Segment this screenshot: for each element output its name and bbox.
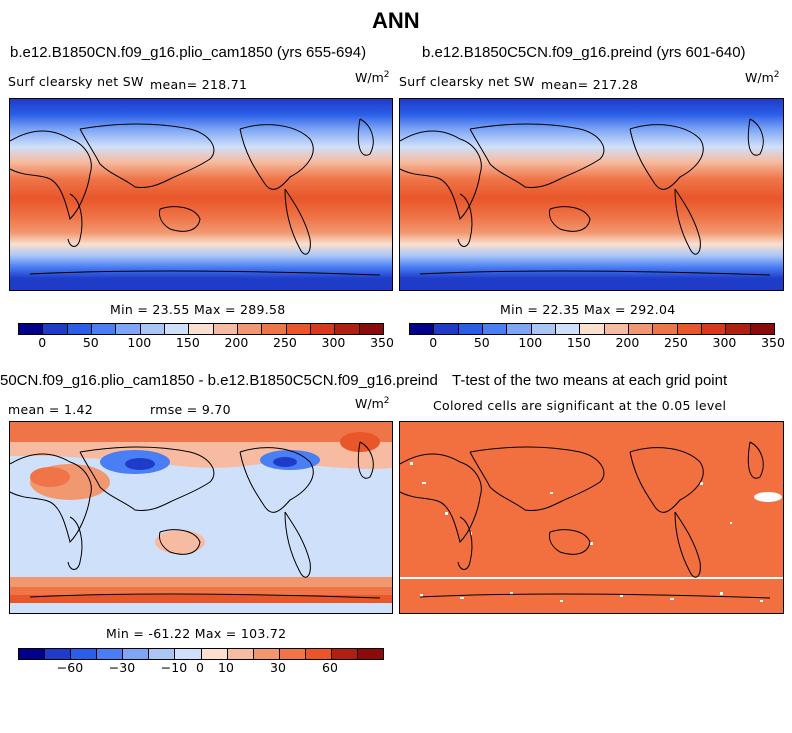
- colorbar-swatch: [507, 324, 532, 334]
- colorbar-swatch: [701, 324, 727, 334]
- colorbar-tick-label: 60: [322, 660, 338, 675]
- colorbar-tick-label: 200: [615, 335, 640, 350]
- panel4-title: T-test of the two means at each grid poi…: [452, 372, 728, 389]
- colorbar-swatch: [253, 649, 280, 659]
- colorbar-swatch: [123, 649, 150, 659]
- colorbar-tick-label: 150: [175, 335, 200, 350]
- colorbar-swatch: [175, 649, 202, 659]
- colorbar-swatch: [43, 324, 68, 334]
- panel2-mean: mean= 217.28: [541, 77, 639, 92]
- colorbar-tick-label: 10: [218, 660, 234, 675]
- colorbar-swatch: [653, 324, 678, 334]
- panel1-variable: Surf clearsky net SW: [8, 74, 144, 89]
- colorbar-swatch: [458, 324, 483, 334]
- colorbar-swatch: [189, 324, 214, 334]
- colorbar-swatch: [201, 649, 228, 659]
- colorbar-swatch: [331, 649, 359, 659]
- coastline: [10, 441, 381, 599]
- colorbar-swatch: [305, 649, 332, 659]
- colorbar-swatch: [359, 324, 383, 334]
- colorbar-swatch: [628, 324, 654, 334]
- colorbar-tick-label: 50: [473, 335, 490, 350]
- colorbar-swatch: [555, 324, 581, 334]
- panel4-subtitle: Colored cells are significant at the 0.0…: [433, 398, 727, 413]
- panel1-units: W/m2: [355, 70, 390, 86]
- colorbar-tick-label: 350: [370, 335, 394, 350]
- colorbar-swatch: [140, 324, 165, 334]
- colorbar-swatch: [149, 649, 176, 659]
- colorbar-diff: [18, 648, 384, 660]
- colorbar-swatch: [434, 324, 459, 334]
- colorbar-swatch: [482, 324, 508, 334]
- colorbar-swatch: [310, 324, 336, 334]
- colorbar-tick-label: 0: [196, 660, 204, 675]
- colorbar-swatch: [677, 324, 702, 334]
- colorbar-tick-label: 0: [429, 335, 438, 350]
- panel3-units: W/m2: [355, 396, 390, 412]
- colorbar-swatch: [604, 324, 629, 334]
- colorbar-swatch: [45, 649, 72, 659]
- coastline: [400, 441, 771, 599]
- colorbar-swatch: [580, 324, 605, 334]
- colorbar-tick-label: 250: [272, 335, 297, 350]
- panel3-case-title: 50CN.f09_g16.plio_cam1850 - b.e12.B1850C…: [0, 372, 438, 389]
- colorbar-tick-label: 0: [38, 335, 47, 350]
- colorbar-swatch: [71, 649, 98, 659]
- colorbar-tick-label: 50: [82, 335, 99, 350]
- colorbar-swatch: [19, 324, 44, 334]
- panel1-mean: mean= 218.71: [150, 77, 248, 92]
- colorbar-tick-label: −10: [160, 660, 188, 675]
- difference-field: [10, 422, 392, 613]
- panel2-units: W/m2: [745, 70, 780, 86]
- panel3-rmse: rmse = 9.70: [150, 402, 231, 417]
- colorbar-swatch: [91, 324, 117, 334]
- panel2-variable: Surf clearsky net SW: [399, 74, 535, 89]
- colorbar-swatch: [335, 324, 360, 334]
- colorbar-tick-label: 200: [224, 335, 249, 350]
- panel1-map: [9, 98, 393, 291]
- insignificant-cells: [400, 462, 783, 602]
- panel3-mean: mean = 1.42: [8, 402, 94, 417]
- colorbar-tick-label: 350: [761, 335, 785, 350]
- coastline: [400, 118, 771, 276]
- colorbar-swatch: [67, 324, 92, 334]
- colorbar-swatch: [531, 324, 556, 334]
- colorbar-abs-right: [409, 323, 775, 335]
- colorbar-tick-label: 250: [663, 335, 688, 350]
- colorbar-tick-label: −60: [56, 660, 84, 675]
- colorbar-swatch: [116, 324, 141, 334]
- colorbar-swatch: [726, 324, 751, 334]
- colorbar-swatch: [410, 324, 435, 334]
- colorbar-swatch: [97, 649, 124, 659]
- colorbar-tick-label: 150: [566, 335, 591, 350]
- panel1-case-title: b.e12.B1850CN.f09_g16.plio_cam1850 (yrs …: [10, 44, 367, 61]
- panel2-case-title: b.e12.B1850C5CN.f09_g16.preind (yrs 601-…: [422, 44, 746, 61]
- colorbar-swatch: [237, 324, 263, 334]
- colorbar-abs-left: [18, 323, 384, 335]
- colorbar-tick-label: 300: [321, 335, 346, 350]
- colorbar-swatch: [227, 649, 254, 659]
- colorbar-tick-label: −30: [108, 660, 136, 675]
- colorbar-swatch: [213, 324, 238, 334]
- colorbar-tick-label: 100: [518, 335, 543, 350]
- panel3-map: [9, 421, 393, 614]
- colorbar-swatch: [19, 649, 46, 659]
- figure-title: ANN: [372, 8, 420, 33]
- colorbar-tick-label: 30: [270, 660, 286, 675]
- colorbar-swatch: [262, 324, 287, 334]
- panel3-minmax: Min = -61.22 Max = 103.72: [106, 626, 287, 641]
- colorbar-swatch: [358, 649, 384, 659]
- panel4-map: [399, 421, 784, 614]
- panel2-map: [399, 98, 784, 291]
- coastline: [10, 118, 381, 276]
- colorbar-swatch: [750, 324, 774, 334]
- panel1-minmax: Min = 23.55 Max = 289.58: [110, 302, 286, 317]
- colorbar-tick-label: 300: [712, 335, 737, 350]
- panel2-minmax: Min = 22.35 Max = 292.04: [500, 302, 676, 317]
- colorbar-tick-label: 100: [127, 335, 152, 350]
- colorbar-swatch: [286, 324, 311, 334]
- colorbar-swatch: [164, 324, 190, 334]
- colorbar-swatch: [279, 649, 306, 659]
